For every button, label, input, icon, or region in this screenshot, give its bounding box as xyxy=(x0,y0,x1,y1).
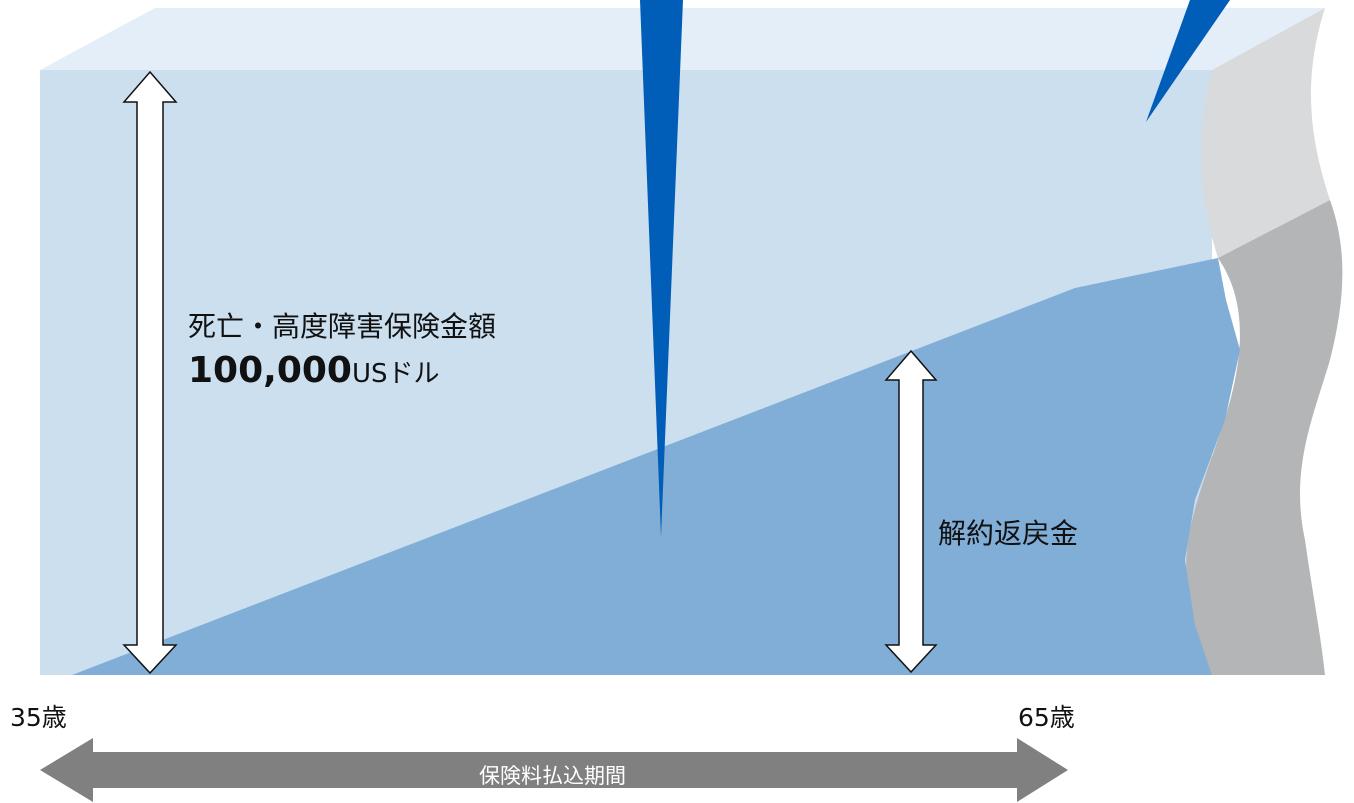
blue-spike-center xyxy=(640,0,683,537)
continuation-dark xyxy=(1186,200,1343,675)
premium-period-label: 保険料払込期間 xyxy=(479,764,626,788)
coverage-label: 死亡・高度障害保険金額 xyxy=(188,310,497,343)
surrender-value-area xyxy=(72,258,1240,675)
continuation-light xyxy=(1201,8,1330,258)
blue-spike-right xyxy=(1146,0,1230,122)
end-age-label: 65歳 xyxy=(1018,703,1075,732)
premium-period-arrow xyxy=(40,738,1068,802)
coverage-amount-number: 100,000 xyxy=(188,350,352,391)
surrender-double-arrow xyxy=(884,349,938,674)
coverage-double-arrow xyxy=(122,70,178,675)
coverage-amount: 100,000USドル xyxy=(188,351,440,394)
surrender-value-label: 解約返戻金 xyxy=(938,517,1079,550)
block-top-face xyxy=(40,8,1325,70)
start-age-label: 35歳 xyxy=(10,703,67,732)
coverage-amount-unit: USドル xyxy=(351,359,440,389)
